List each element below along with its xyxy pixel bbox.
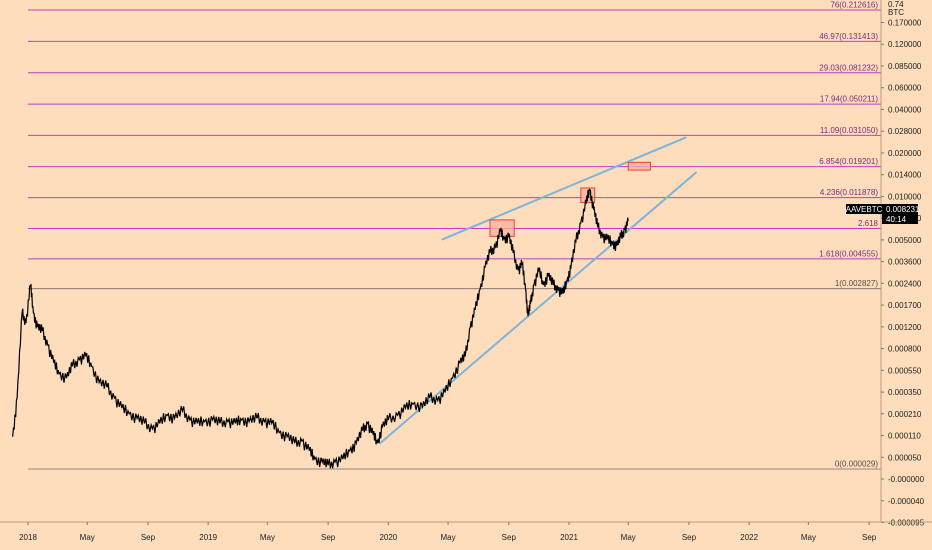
price-tick-label: -0.000040 (888, 497, 925, 506)
time-tick-label: 2018 (19, 533, 37, 542)
highlight-box (627, 161, 651, 171)
fib-level-labels: 76(0.212616) 46.97(0.131413) 29.03(0.08123… (819, 1, 878, 469)
fib-label: 46.97(0.131413) (819, 32, 878, 41)
last-price-value: 0.008231 (886, 205, 920, 214)
lower-channel-trendline (378, 171, 697, 445)
price-axis-top-fragment: 0.74 (888, 0, 904, 9)
price-tick-label: 0.001700 (888, 301, 922, 310)
price-tick-label: 0.000110 (888, 432, 921, 441)
time-axis-ticks[interactable]: 2018 May Sep 2019 May Sep 2020 May Sep 2021 May Sep… (19, 522, 877, 542)
price-tick-label: -0.000000 (888, 475, 925, 484)
time-tick-label: May (80, 533, 95, 542)
price-tick-label: 0.000050 (888, 453, 922, 462)
upper-channel-trendline (441, 136, 687, 241)
price-tick-label: 0.000350 (888, 388, 922, 397)
price-tick-label: 0.000210 (888, 410, 922, 419)
price-tick-label: 0.014000 (888, 171, 922, 180)
fib-label: 76(0.212616) (830, 1, 878, 10)
time-tick-label: Sep (862, 533, 877, 542)
time-tick-label: Sep (141, 533, 156, 542)
fib-label: 6.854(0.019201) (819, 157, 878, 166)
time-tick-label: Sep (682, 533, 697, 542)
time-tick-label: 2021 (560, 533, 578, 542)
price-tick-label: 0.040000 (888, 105, 922, 114)
trendlines (378, 136, 697, 445)
symbol-label: AAVEBTC (846, 205, 883, 214)
price-tick-label: 0.120000 (888, 40, 922, 49)
time-tick-label: Sep (502, 533, 517, 542)
price-tick-label: 0.002400 (888, 279, 922, 288)
price-axis-ticks[interactable]: 0.170000 0.120000 0.085000 0.060000 0.040000… (881, 19, 925, 528)
fib-label: 1.618(0.004555) (819, 249, 878, 258)
fib-label: 1(0.002827) (835, 279, 878, 288)
price-series-line (12, 188, 629, 469)
fib-label: 2.618 (858, 219, 879, 228)
time-tick-label: 2019 (199, 533, 217, 542)
time-tick-label: 2022 (740, 533, 758, 542)
price-tick-label: 0.170000 (888, 19, 922, 28)
price-tick-label: 0.000550 (888, 366, 922, 375)
price-tick-label: 0.060000 (888, 84, 922, 93)
countdown-timer: 40:14 (886, 215, 907, 224)
price-axis-unit: BTC (888, 8, 904, 17)
price-tick-label: 0.010000 (888, 192, 922, 201)
fib-label: 29.03(0.081232) (819, 63, 878, 72)
time-tick-label: May (801, 533, 816, 542)
price-tick-label: 0.001200 (888, 323, 922, 332)
time-tick-label: May (260, 533, 275, 542)
fib-label: 0(0.000029) (835, 460, 878, 469)
price-tick-label: -0.000095 (888, 519, 925, 528)
last-price-label: AAVEBTC 0.008231 40:14 (846, 204, 920, 224)
price-tick-label: 0.003600 (888, 258, 922, 267)
price-tick-label: 0.028000 (888, 127, 922, 136)
time-tick-label: Sep (321, 533, 336, 542)
time-tick-label: 2020 (379, 533, 397, 542)
price-tick-label: 0.020000 (888, 149, 922, 158)
time-tick-label: May (441, 533, 456, 542)
price-tick-label: 0.005000 (888, 236, 922, 245)
fib-label: 11.09(0.031050) (820, 126, 878, 135)
time-tick-label: May (621, 533, 636, 542)
fib-label: 17.94(0.050211) (820, 95, 878, 104)
fib-label: 4.236(0.011878) (820, 188, 878, 197)
fib-levels (28, 9, 881, 470)
price-tick-label: 0.000800 (888, 345, 922, 354)
price-tick-label: 0.085000 (888, 62, 922, 71)
